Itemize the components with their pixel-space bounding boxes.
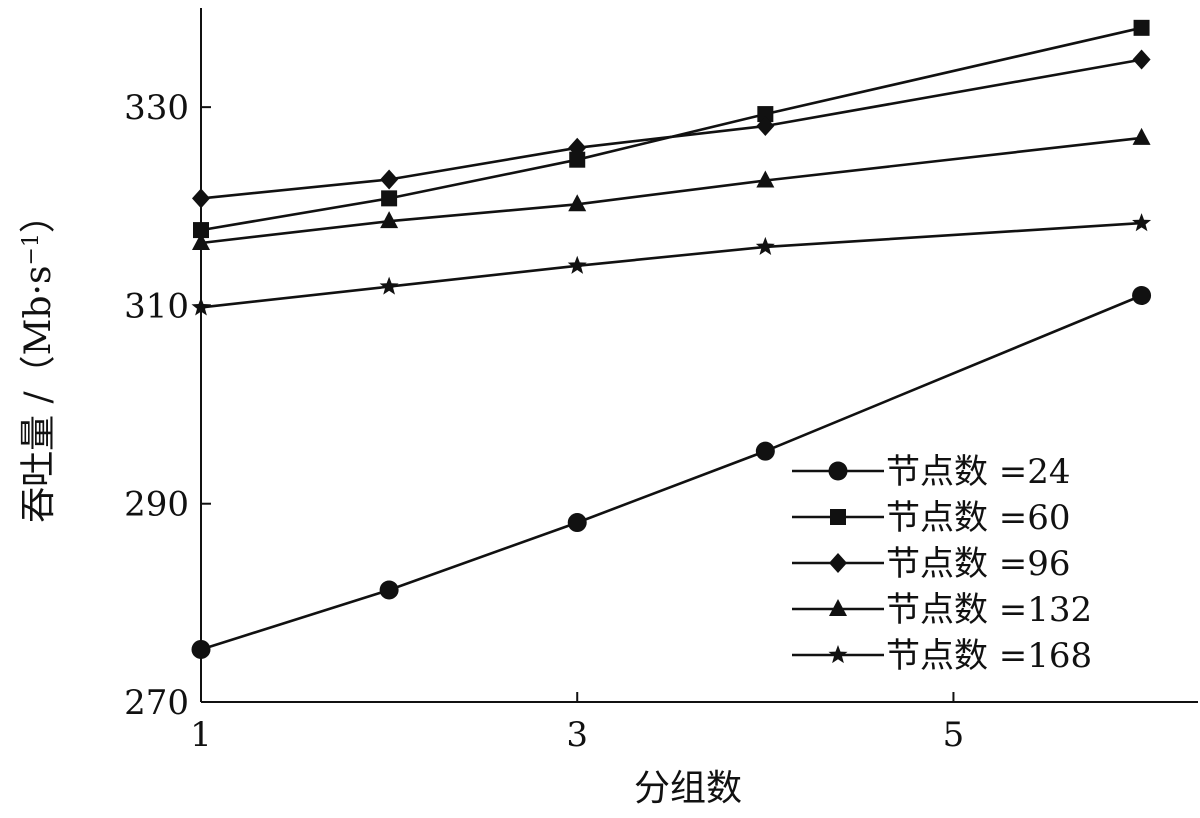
square-marker [193, 222, 209, 239]
legend: 节点数 =24 节点数 =60 节点数 =96 节点数 =132 节点数 =168 [792, 452, 1092, 676]
x-tick-label: 1 [190, 715, 212, 755]
legend-item: 节点数 =96 [792, 544, 1071, 584]
square-marker [381, 190, 398, 207]
series-line [200, 136, 1142, 245]
circle-marker [828, 461, 848, 481]
y-axis-label-close: ） [18, 197, 59, 233]
legend-label: 节点数 =96 [886, 544, 1071, 584]
star-marker [755, 236, 775, 256]
triangle-marker [568, 194, 587, 212]
y-axis-label-group: 吞吐量 /（Mb·s−1） [18, 197, 59, 523]
y-tick-label: 290 [124, 485, 189, 525]
legend-label: 节点数 =132 [886, 590, 1092, 630]
x-tick-label: 3 [566, 715, 588, 755]
series-line [200, 26, 1142, 232]
y-tick-label: 330 [124, 88, 189, 128]
triangle-marker [1132, 127, 1151, 145]
square-marker [569, 151, 586, 168]
y-tick-label: 310 [124, 286, 189, 326]
legend-label: 节点数 =60 [886, 498, 1071, 538]
series-4 [191, 213, 1152, 316]
star-marker [379, 276, 399, 295]
circle-marker [567, 513, 587, 533]
series-2 [192, 49, 1151, 209]
x-axis-label: 分组数 [634, 768, 742, 809]
diamond-marker [756, 115, 775, 136]
triangle-marker [756, 170, 775, 188]
legend-item: 节点数 =60 [792, 498, 1071, 538]
circle-marker [191, 639, 211, 659]
triangle-marker [192, 232, 210, 250]
y-tick-label: 270 [124, 683, 189, 723]
legend-label: 节点数 =168 [886, 636, 1092, 676]
circle-marker [755, 441, 775, 461]
square-marker [830, 509, 846, 525]
axes [200, 8, 1198, 703]
legend-item: 节点数 =132 [792, 590, 1092, 630]
star-marker [828, 645, 848, 664]
x-tick-label: 5 [943, 715, 965, 755]
series-0 [191, 286, 1152, 659]
triangle-marker [380, 211, 399, 229]
series-line [200, 58, 1142, 200]
legend-label: 节点数 =24 [886, 452, 1071, 492]
triangle-marker [829, 599, 847, 616]
circle-marker [1132, 286, 1152, 306]
square-marker [757, 106, 774, 123]
legend-item: 节点数 =24 [792, 452, 1071, 492]
series-1 [193, 19, 1150, 239]
star-marker [567, 255, 587, 274]
circle-marker [379, 580, 399, 600]
series-3 [192, 127, 1151, 250]
square-marker [1133, 19, 1150, 36]
diamond-marker [829, 553, 847, 573]
legend-item: 节点数 =168 [792, 636, 1092, 676]
diamond-marker [1132, 49, 1151, 70]
diamond-marker [192, 188, 210, 209]
y-axis-label-superscript: −1 [19, 233, 44, 265]
star-marker [191, 297, 211, 316]
series-line [200, 221, 1142, 309]
y-axis-label: 吞吐量 /（Mb·s−1） [18, 197, 59, 523]
diamond-marker [568, 137, 587, 158]
y-axis-label-text: 吞吐量 /（Mb·s [18, 266, 59, 523]
diamond-marker [380, 169, 399, 190]
series-group [191, 19, 1152, 659]
ticks: 1 3 5 270 290 310 330 [124, 88, 964, 755]
star-marker [1132, 213, 1152, 232]
